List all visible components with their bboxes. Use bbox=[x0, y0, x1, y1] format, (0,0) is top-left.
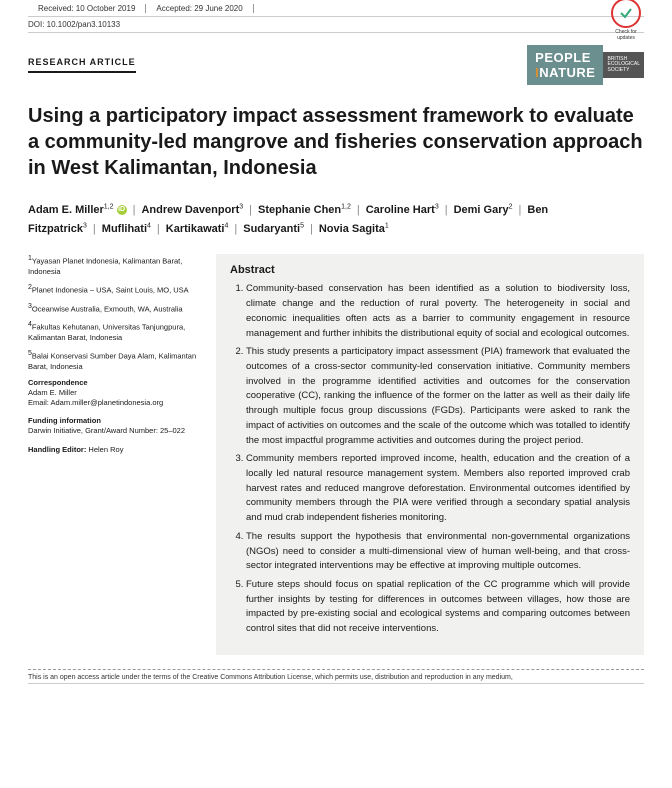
funding-block: Funding information Darwin Initiative, G… bbox=[28, 416, 198, 436]
handling-editor-block: Handling Editor: Helen Roy bbox=[28, 445, 198, 455]
license-text: This is an open access article under the… bbox=[28, 674, 644, 681]
abstract-list: Community-based conservation has been id… bbox=[230, 282, 630, 637]
abstract-item: Community-based conservation has been id… bbox=[246, 282, 630, 341]
affiliation: 3Oceanwise Australia, Exmouth, WA, Austr… bbox=[28, 302, 198, 315]
affiliation: 2Planet Indonesia – USA, Saint Louis, MO… bbox=[28, 283, 198, 296]
sidebar-metadata: 1Yayasan Planet Indonesia, Kalimantan Ba… bbox=[28, 254, 198, 655]
affiliation: 5Balai Konservasi Sumber Daya Alam, Kali… bbox=[28, 349, 198, 372]
abstract-item: The results support the hypothesis that … bbox=[246, 530, 630, 574]
received-date: Received: 10 October 2019 bbox=[28, 4, 146, 13]
article-title: Using a participatory impact assessment … bbox=[28, 103, 644, 181]
journal-name: PEOPLE INATURE bbox=[527, 45, 603, 85]
author: Demi Gary2 bbox=[454, 204, 513, 216]
check-updates-badge[interactable]: Check for updates bbox=[608, 0, 644, 34]
top-metadata-bar: Received: 10 October 2019 Accepted: 29 J… bbox=[28, 0, 644, 17]
correspondence-name: Adam E. Miller bbox=[28, 388, 198, 398]
author: Adam E. Miller1,2 iD bbox=[28, 204, 127, 216]
handling-editor-name: Helen Roy bbox=[88, 445, 123, 454]
author: Andrew Davenport3 bbox=[141, 204, 243, 216]
footer-license: This is an open access article under the… bbox=[28, 669, 644, 684]
author: Muflihati4 bbox=[102, 223, 151, 235]
abstract-item: Future steps should focus on spatial rep… bbox=[246, 578, 630, 637]
crossmark-icon bbox=[611, 0, 641, 28]
author: Kartikawati4 bbox=[166, 223, 229, 235]
orcid-icon[interactable]: iD bbox=[117, 205, 127, 215]
society-badge: BRITISH ECOLOGICAL SOCIETY bbox=[603, 52, 644, 79]
correspondence-block: Correspondence Adam E. Miller Email: Ada… bbox=[28, 378, 198, 408]
author: Novia Sagita1 bbox=[319, 223, 389, 235]
abstract-item: Community members reported improved inco… bbox=[246, 452, 630, 526]
doi-line: DOI: 10.1002/pan3.10133 bbox=[28, 17, 644, 33]
author: Stephanie Chen1,2 bbox=[258, 204, 351, 216]
correspondence-email: Email: Adam.miller@planetindonesia.org bbox=[28, 398, 198, 408]
abstract-panel: Abstract Community-based conservation ha… bbox=[216, 254, 644, 655]
journal-badge: PEOPLE INATURE BRITISH ECOLOGICAL SOCIET… bbox=[527, 45, 644, 85]
affiliation: 1Yayasan Planet Indonesia, Kalimantan Ba… bbox=[28, 254, 198, 277]
accepted-date: Accepted: 29 June 2020 bbox=[146, 4, 253, 13]
author: Caroline Hart3 bbox=[366, 204, 439, 216]
abstract-heading: Abstract bbox=[230, 264, 630, 276]
article-type: RESEARCH ARTICLE bbox=[28, 57, 136, 73]
affiliation: 4Fakultas Kehutanan, Universitas Tanjung… bbox=[28, 320, 198, 343]
author-list: Adam E. Miller1,2 iD|Andrew Davenport3|S… bbox=[28, 201, 644, 238]
check-updates-label: Check for updates bbox=[608, 29, 644, 41]
funding-text: Darwin Initiative, Grant/Award Number: 2… bbox=[28, 426, 198, 436]
author: Sudaryanti5 bbox=[243, 223, 304, 235]
abstract-item: This study presents a participatory impa… bbox=[246, 345, 630, 448]
